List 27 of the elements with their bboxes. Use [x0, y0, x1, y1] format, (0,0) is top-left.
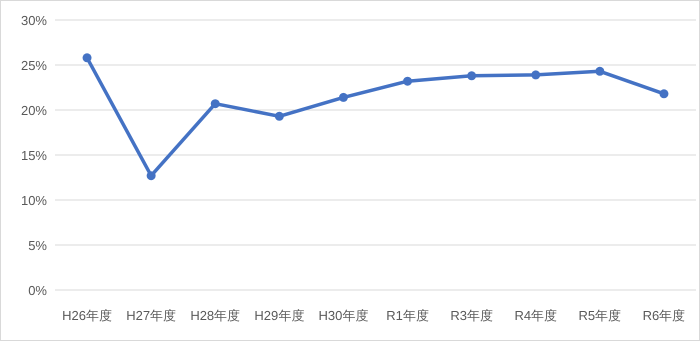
- point: [82, 53, 92, 62]
- point: [146, 171, 156, 180]
- x-tick-label: H30年度: [318, 308, 368, 323]
- point: [403, 76, 412, 86]
- y-tick-label: 25%: [20, 58, 48, 73]
- y-tick-label: 0%: [28, 283, 48, 298]
- x-tick-label: H29年度: [254, 308, 304, 323]
- x-tick-label: H27年度: [126, 308, 176, 323]
- x-tick-label: R5年度: [578, 308, 622, 323]
- x-tick-label: H26年度: [62, 308, 112, 323]
- point: [467, 71, 476, 80]
- point: [338, 92, 348, 102]
- point: [659, 89, 668, 98]
- point: [210, 99, 220, 108]
- point: [274, 112, 284, 121]
- point: [531, 70, 540, 80]
- point: [595, 66, 604, 76]
- x-tick-label: R3年度: [450, 308, 493, 323]
- y-tick-label: 20%: [20, 103, 48, 118]
- x-tick-label: R4年度: [514, 308, 558, 323]
- y-tick-label: 15%: [20, 148, 48, 163]
- x-tick-label: H28年度: [190, 308, 240, 323]
- y-tick-label: 30%: [20, 13, 48, 28]
- x-tick-label: R1年度: [386, 308, 429, 323]
- x-tick-label: R6年度: [642, 308, 686, 323]
- y-tick-label: 5%: [28, 238, 48, 253]
- y-tick-label: 10%: [20, 193, 48, 208]
